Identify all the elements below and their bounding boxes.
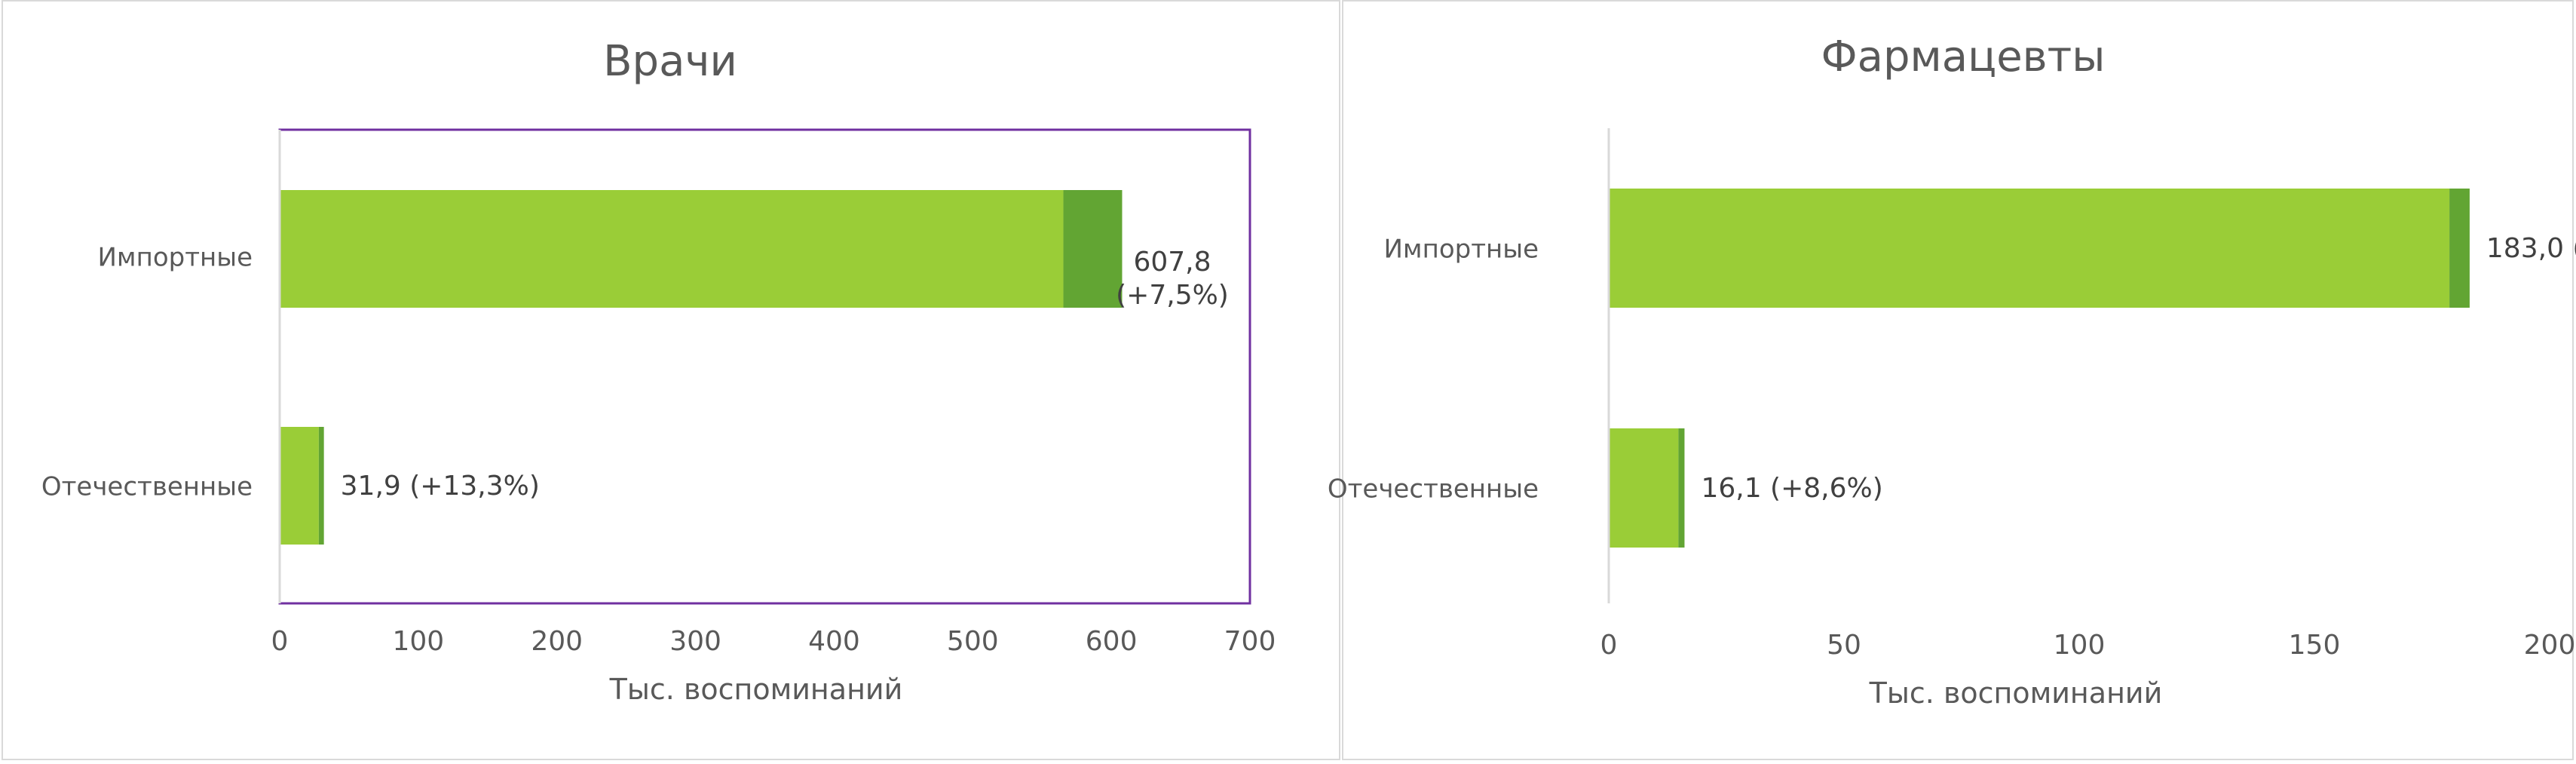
x-tick-label: 600: [1086, 626, 1138, 657]
data-labels: 607,8(+7,5%) 31,9 (+13,3%): [341, 247, 1229, 502]
category-label-domestic: Отечественные: [1328, 474, 1539, 505]
bar-increase-segment: [1063, 190, 1123, 308]
x-tick-label: 50: [1827, 630, 1861, 661]
x-tick-label: 0: [271, 626, 289, 657]
x-axis-ticks: 0 100 200 300 400 500 600 700: [271, 626, 1276, 657]
bar-base-segment: [1609, 189, 2450, 308]
bar-base-segment: [280, 190, 1064, 308]
x-axis-title: Тыс. воспоминаний: [1869, 677, 2163, 710]
x-tick-label: 100: [392, 626, 444, 657]
bar-series: [280, 190, 1123, 545]
x-axis-title: Тыс. воспоминаний: [609, 673, 903, 706]
data-labels: 183,0 (+2,4%) 16,1 (+8,6%): [1701, 233, 2576, 504]
bar-base-segment: [1609, 428, 1679, 548]
chart-panel-doctors: Врачи Импортные Отечественные Тыс. воспо…: [2, 0, 1340, 760]
chart-title: Врачи: [603, 37, 737, 86]
x-axis-ticks: 0 50 100 150 200: [1600, 630, 2576, 661]
bar-increase-segment: [318, 427, 324, 545]
x-tick-label: 700: [1224, 626, 1276, 657]
category-label-domestic: Отечественные: [41, 472, 253, 502]
bar-increase-segment: [2449, 189, 2470, 308]
x-tick-label: 500: [947, 626, 999, 657]
data-label: 183,0 (+2,4%): [2486, 233, 2576, 264]
chart-pharmacists: Фармацевты Импортные Отечественные Тыс. …: [1328, 32, 2576, 710]
x-tick-label: 200: [531, 626, 583, 657]
x-tick-label: 100: [2054, 630, 2106, 661]
x-tick-label: 300: [669, 626, 721, 657]
data-label: 607,8: [1133, 247, 1211, 278]
data-label: (+7,5%): [1116, 280, 1229, 311]
x-tick-label: 400: [808, 626, 860, 657]
data-label: 16,1 (+8,6%): [1701, 473, 1882, 504]
bar-series: [1609, 189, 2470, 548]
chart-title: Фармацевты: [1821, 32, 2105, 81]
data-label: 31,9 (+13,3%): [341, 471, 540, 502]
bar-increase-segment: [1678, 428, 1685, 548]
category-label-imported: Импортные: [98, 243, 253, 273]
chart-panel-pharmacists: Фармацевты Импортные Отечественные Тыс. …: [1328, 0, 2576, 760]
category-label-imported: Импортные: [1384, 235, 1539, 265]
bar-base-segment: [280, 427, 319, 545]
x-tick-label: 200: [2524, 630, 2576, 661]
chart-doctors: Врачи Импортные Отечественные Тыс. воспо…: [41, 37, 1276, 706]
x-tick-label: 150: [2289, 630, 2341, 661]
x-tick-label: 0: [1600, 630, 1618, 661]
